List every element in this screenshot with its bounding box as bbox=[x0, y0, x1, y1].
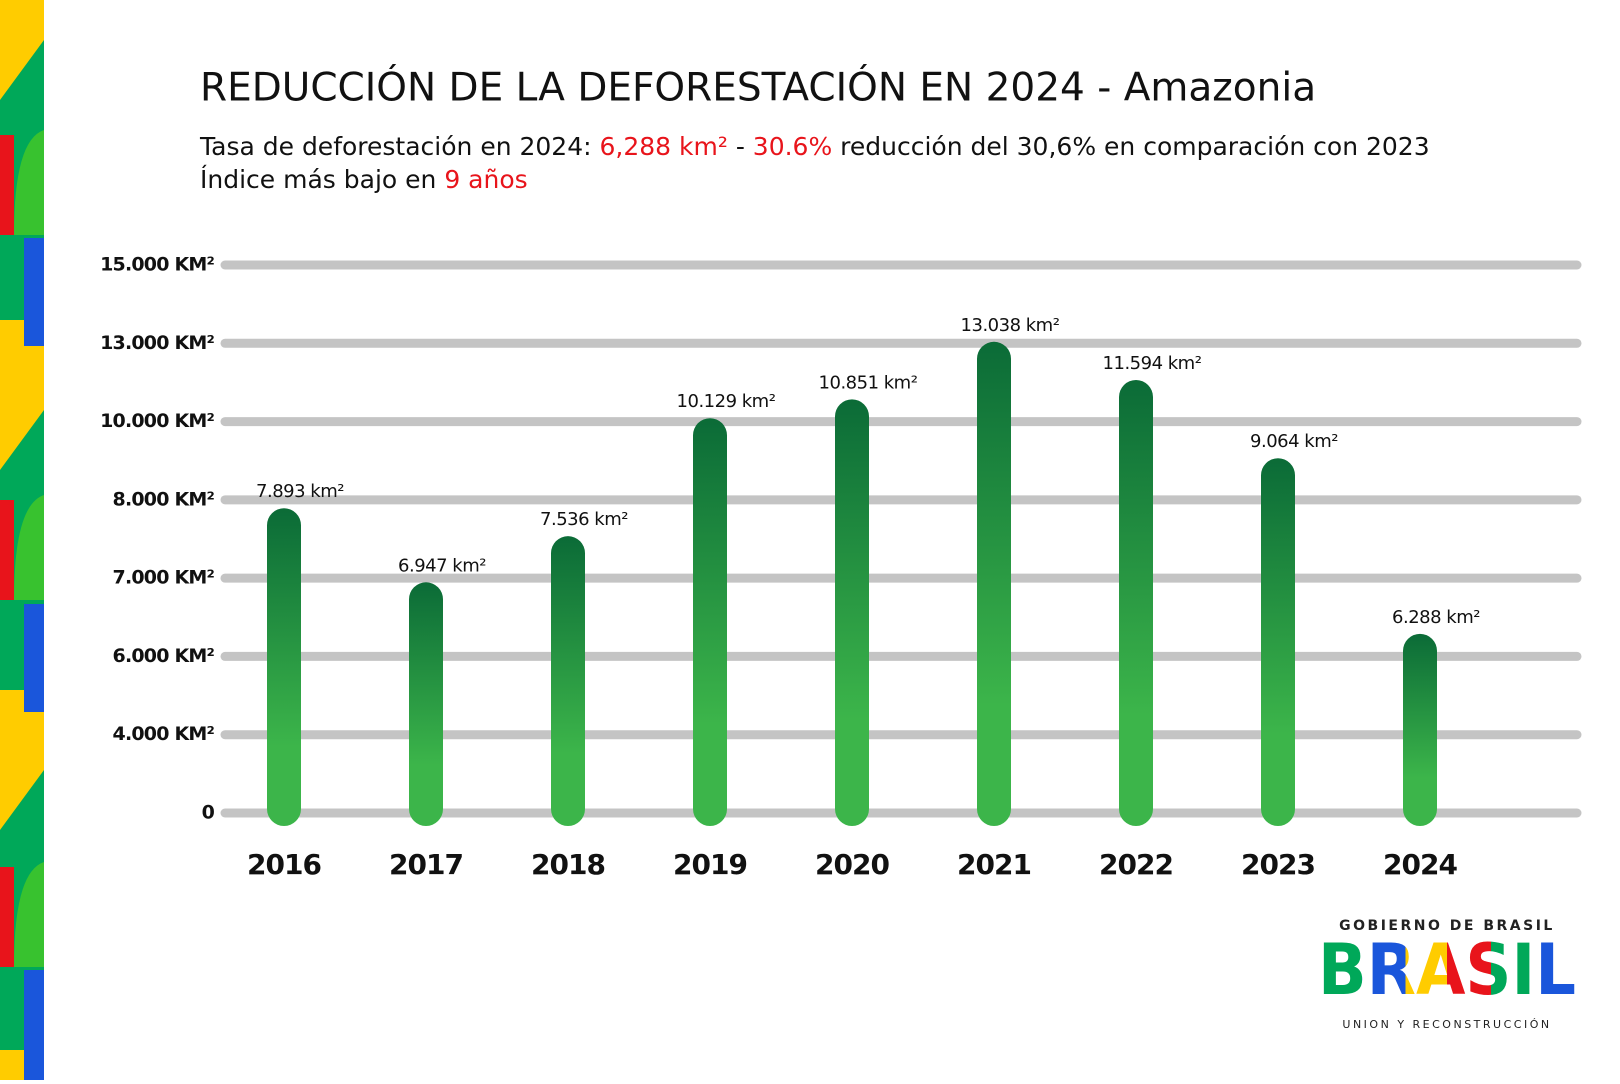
y-tick-label: 6.000 KM² bbox=[113, 645, 215, 667]
chart-title: REDUCCIÓN DE LA DEFORESTACIÓN EN 2024 - … bbox=[200, 64, 1316, 111]
x-tick-label: 2016 bbox=[247, 848, 321, 881]
y-tick-label: 7.000 KM² bbox=[113, 567, 215, 589]
bar bbox=[267, 508, 301, 826]
x-tick-label: 2017 bbox=[389, 848, 463, 881]
data-label: 7.893 km² bbox=[256, 481, 344, 502]
subtitle-part: Índice más bajo en bbox=[200, 165, 444, 194]
logo-bottom: UNION Y RECONSTRUCCIÓN bbox=[1342, 1018, 1551, 1031]
data-label: 13.038 km² bbox=[961, 315, 1060, 336]
x-tick-label: 2021 bbox=[957, 848, 1031, 881]
y-tick-label: 8.000 KM² bbox=[113, 488, 215, 510]
data-label: 9.064 km² bbox=[1250, 431, 1338, 452]
bar bbox=[1261, 458, 1295, 826]
subtitle-part: 9 años bbox=[444, 165, 527, 194]
subtitle: Índice más bajo en 9 años bbox=[200, 165, 528, 194]
y-tick-label: 13.000 KM² bbox=[100, 332, 214, 354]
data-label: 6.288 km² bbox=[1392, 607, 1480, 628]
bar bbox=[1403, 633, 1437, 826]
subtitle-part: - bbox=[728, 132, 753, 161]
subtitle-part: 30.6% bbox=[753, 132, 832, 161]
subtitle-part: Tasa de deforestación en 2024: bbox=[199, 132, 600, 161]
data-label: 10.129 km² bbox=[677, 391, 776, 412]
data-label: 10.851 km² bbox=[819, 372, 918, 393]
bar bbox=[693, 418, 727, 826]
logo: GOBIERNO DE BRASIL BRASIL UNION Y RECONS… bbox=[1318, 918, 1576, 1031]
side-decoration bbox=[0, 0, 44, 1080]
y-tick-label: 0 bbox=[202, 802, 215, 824]
subtitle-part: 6,288 km² bbox=[600, 132, 728, 161]
subtitle-part: reducción del 30,6% en comparación con 2… bbox=[832, 132, 1429, 161]
x-tick-label: 2018 bbox=[531, 848, 605, 881]
data-label: 7.536 km² bbox=[540, 509, 628, 530]
y-tick-label: 10.000 KM² bbox=[100, 410, 214, 432]
subtitle: Tasa de deforestación en 2024: 6,288 km²… bbox=[199, 132, 1430, 161]
x-tick-label: 2022 bbox=[1099, 848, 1173, 881]
bar bbox=[1119, 379, 1153, 826]
x-tick-label: 2024 bbox=[1383, 848, 1457, 881]
y-tick-label: 15.000 KM² bbox=[100, 254, 214, 276]
bar bbox=[551, 536, 585, 826]
y-tick-label: 4.000 KM² bbox=[113, 723, 215, 745]
logo-top: GOBIERNO DE BRASIL bbox=[1339, 918, 1555, 934]
bar bbox=[835, 399, 869, 826]
logo-word: BRASIL bbox=[1318, 929, 1576, 1011]
data-label: 11.594 km² bbox=[1103, 353, 1202, 374]
x-tick-label: 2020 bbox=[815, 848, 889, 881]
x-tick-label: 2019 bbox=[673, 848, 747, 881]
data-label: 6.947 km² bbox=[398, 555, 486, 576]
bar bbox=[409, 582, 443, 826]
x-tick-label: 2023 bbox=[1241, 848, 1315, 881]
bar bbox=[977, 341, 1011, 826]
